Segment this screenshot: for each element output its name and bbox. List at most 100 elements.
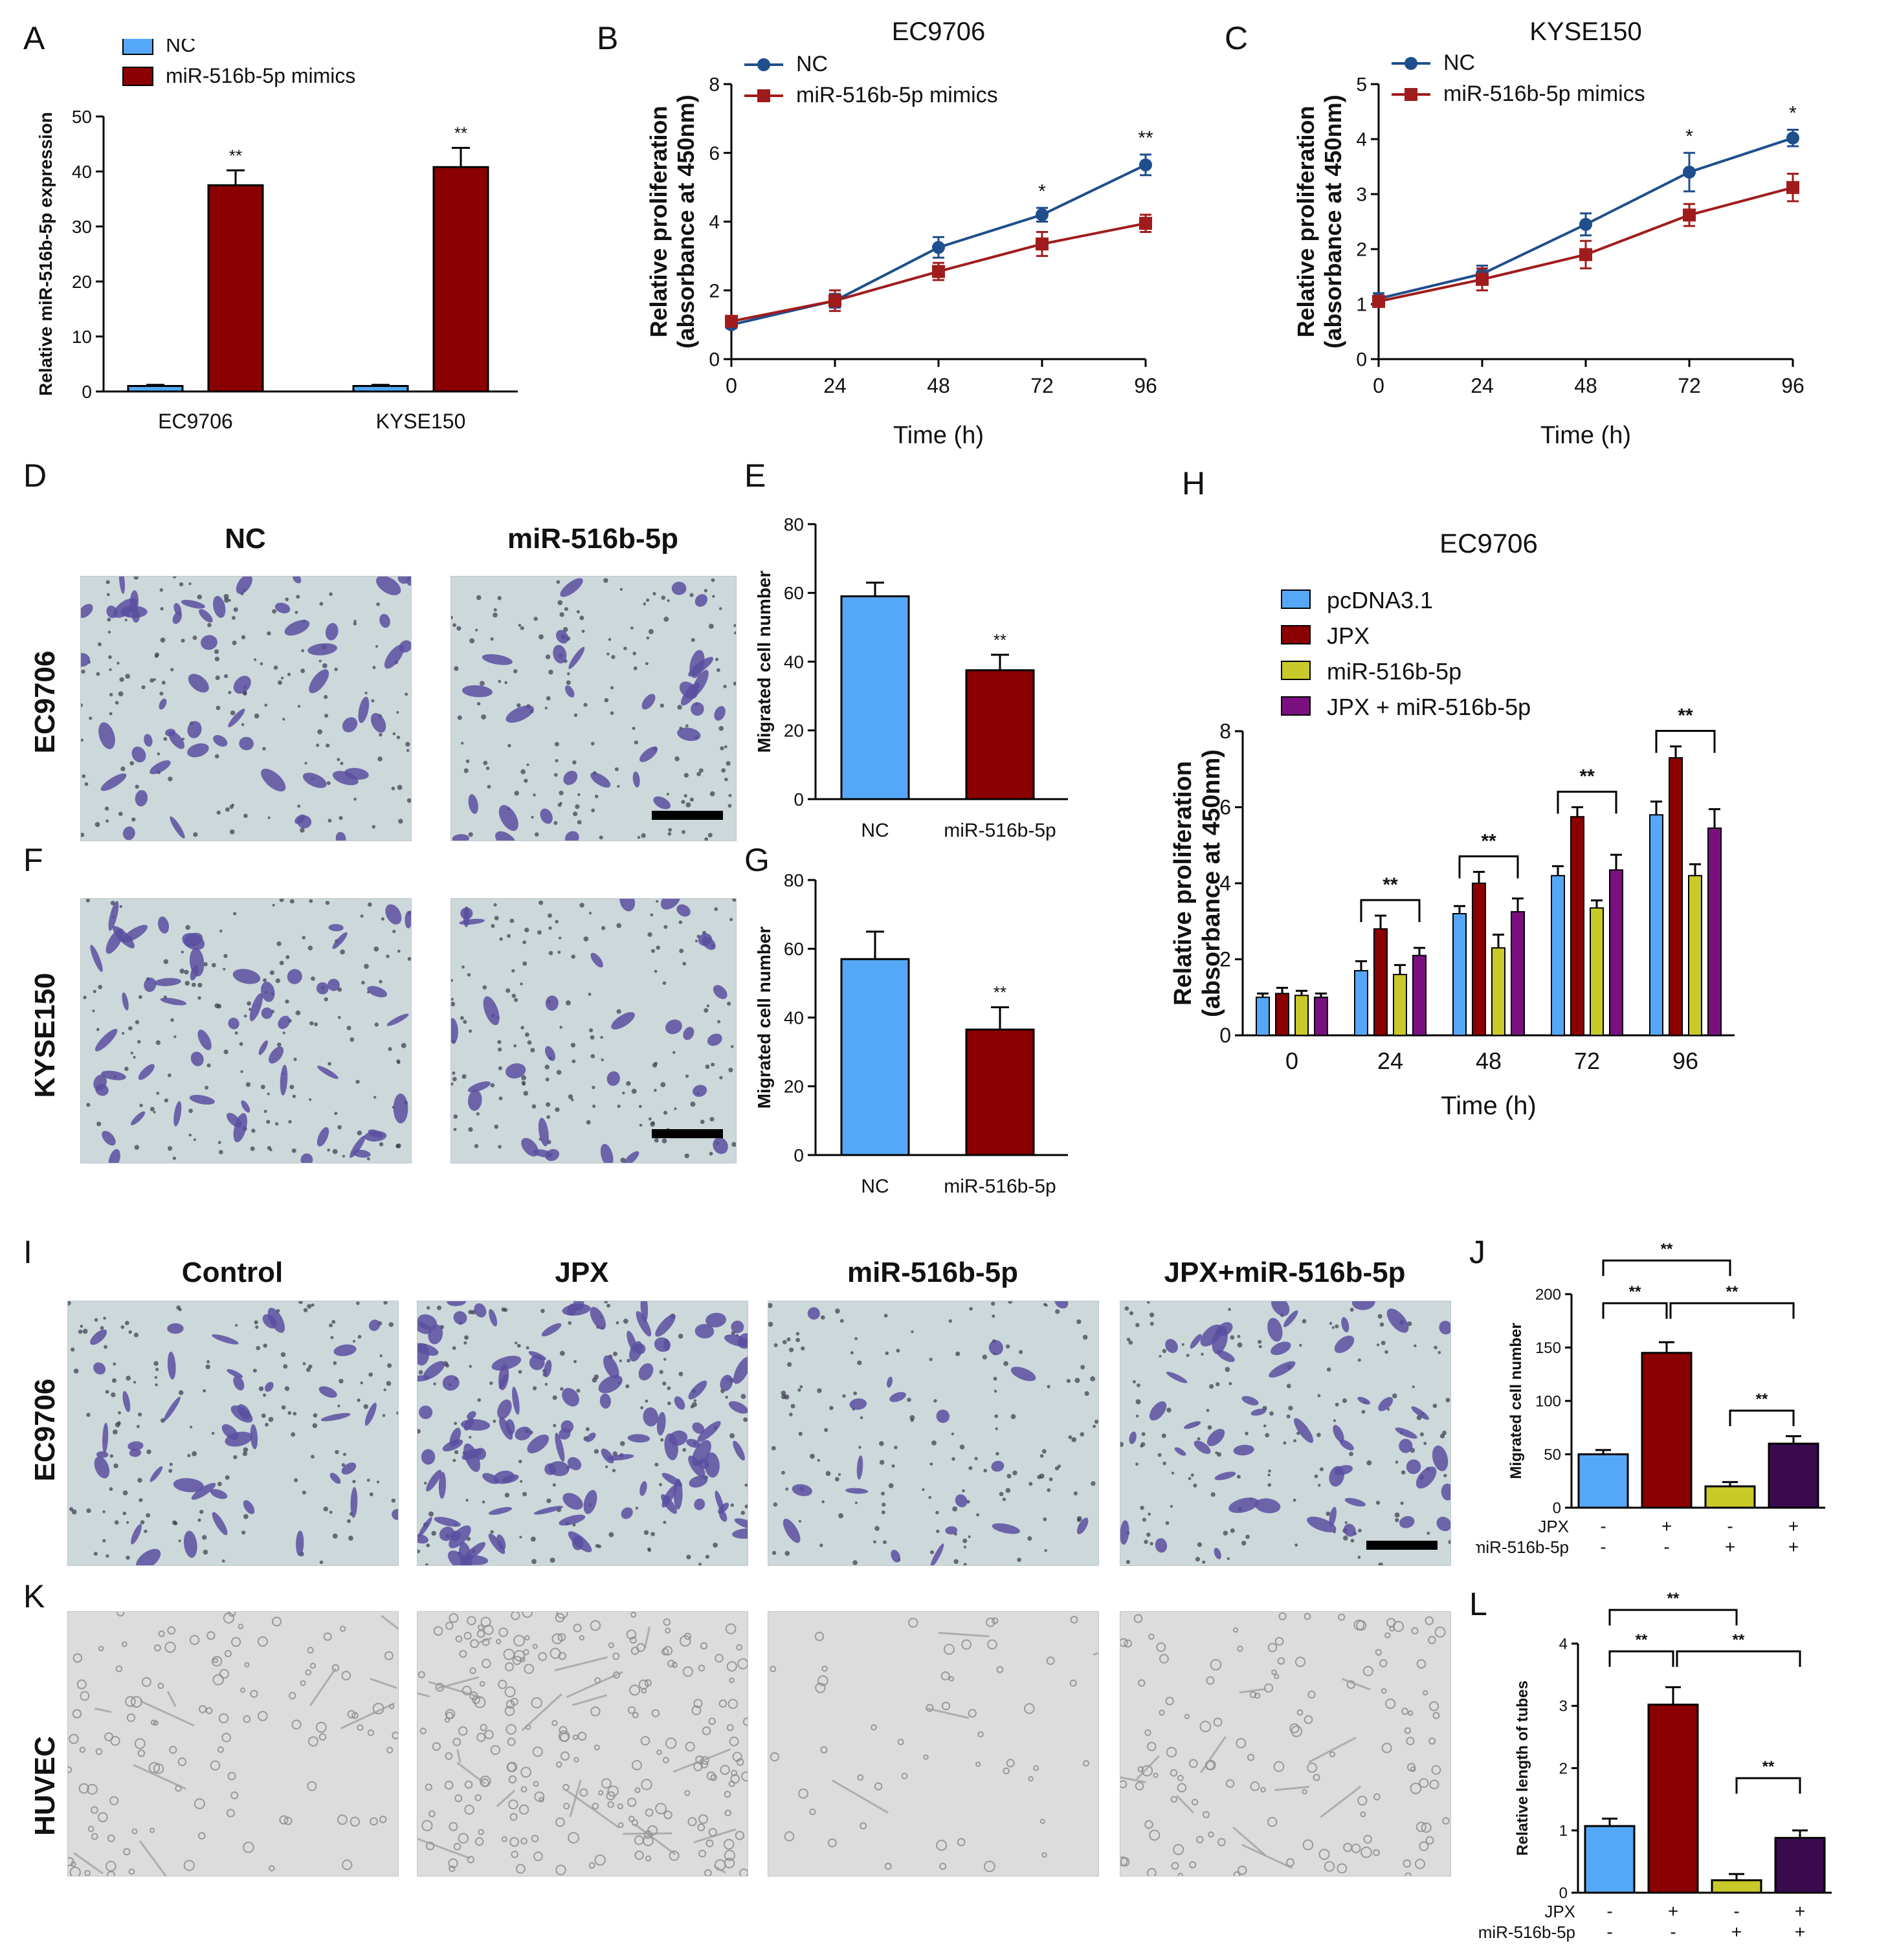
pore-dot: [291, 1148, 296, 1153]
pore-dot: [333, 1361, 337, 1365]
pore-dot: [1230, 1528, 1235, 1534]
pore-dot: [546, 1498, 551, 1504]
pore-dot: [992, 1314, 995, 1318]
y-tick-label: 6: [1219, 796, 1231, 819]
migrated-cell: [694, 1498, 705, 1510]
pore-dot: [386, 954, 390, 958]
y-tick-label: 0: [1219, 1024, 1231, 1047]
endothelial-cell: [323, 1632, 332, 1641]
pore-dot: [530, 1536, 536, 1542]
pore-dot: [511, 993, 516, 998]
endothelial-cell: [1188, 1759, 1198, 1768]
migrated-cell: [1206, 1429, 1225, 1446]
endothelial-cell: [507, 1737, 516, 1746]
significance-mark: **: [1481, 830, 1496, 852]
endothelial-cell: [80, 1691, 90, 1701]
pore-dot: [854, 1501, 858, 1504]
migrated-cell: [376, 577, 401, 595]
pore-dot: [501, 1307, 506, 1312]
pore-dot: [883, 1540, 887, 1545]
endothelial-cell: [1137, 1766, 1144, 1772]
pore-dot: [1228, 1308, 1231, 1311]
pore-dot: [663, 1358, 667, 1361]
pore-dot: [1027, 1536, 1032, 1541]
pore-dot: [215, 675, 220, 681]
pore-dot: [834, 1477, 839, 1482]
bar-mir-516b-5p-48: [1491, 947, 1505, 1036]
pore-dot: [730, 1503, 735, 1507]
endothelial-cell: [1263, 1683, 1274, 1693]
endothelial-cell: [588, 1862, 595, 1869]
y-tick-label: 0: [709, 349, 720, 371]
pore-dot: [1230, 1335, 1235, 1340]
migrated-cell: [713, 1137, 728, 1154]
pore-dot: [634, 740, 638, 745]
pore-dot: [1414, 1344, 1417, 1348]
migrated-cell: [385, 904, 402, 925]
migrated-cell: [891, 1550, 900, 1563]
endothelial-cell: [770, 1752, 779, 1762]
y-axis-label: Migrated cell number: [1507, 1323, 1525, 1479]
significance-mark: *: [1789, 103, 1797, 124]
pore-dot: [335, 1449, 339, 1455]
pore-dot: [684, 1153, 689, 1158]
pore-dot: [1349, 1307, 1354, 1312]
endothelial-cell: [458, 1726, 468, 1736]
endothelial-cell: [449, 1822, 458, 1831]
bar-pcdna3-1-72: [1551, 875, 1565, 1036]
pore-dot: [504, 681, 507, 685]
pore-dot: [667, 1401, 671, 1405]
row-value: -: [1670, 1922, 1676, 1942]
micrograph-bg: [768, 1301, 1098, 1565]
migrated-cell: [988, 1340, 1003, 1356]
migrated-cell: [447, 1301, 467, 1306]
endothelial-cell: [1148, 1633, 1155, 1640]
endothelial-cell: [79, 1746, 86, 1753]
pore-dot: [322, 663, 328, 668]
pore-dot: [1047, 1385, 1050, 1389]
pore-dot: [1120, 1442, 1124, 1448]
pore-dot: [465, 1499, 469, 1502]
migrated-cell: [190, 948, 205, 976]
pore-dot: [337, 1125, 342, 1130]
pore-dot: [287, 672, 291, 676]
migrated-cell: [1344, 1497, 1366, 1507]
migrated-cell: [138, 1064, 155, 1080]
endothelial-cell: [691, 1705, 702, 1715]
endothelial-cell: [1023, 1703, 1035, 1714]
endothelial-cell: [644, 1679, 652, 1687]
pore-dot: [379, 1142, 384, 1147]
endothelial-cell: [1401, 1708, 1409, 1715]
migrated-cell: [497, 1399, 512, 1420]
tube-segment: [672, 1748, 731, 1773]
x-tick-label: 48: [1574, 374, 1597, 397]
pore-dot: [357, 1130, 362, 1136]
endothelial-cell: [1381, 1688, 1387, 1694]
endothelial-cell: [141, 1677, 151, 1687]
endothelial-cell: [1271, 1669, 1277, 1675]
endothelial-cell: [1428, 1737, 1436, 1745]
significance-bracket: [1557, 791, 1617, 814]
pore-dot: [453, 1114, 458, 1119]
pore-dot: [881, 1492, 885, 1496]
migrated-cell: [122, 992, 129, 1011]
migrated-cell: [258, 1040, 268, 1055]
migrated-cell: [1174, 1447, 1186, 1456]
pore-dot: [269, 970, 274, 975]
pore-dot: [86, 1103, 91, 1107]
migrated-cell: [563, 771, 578, 786]
row-label-huvec: HUVEC: [29, 1735, 61, 1836]
bar-group-3: [1711, 1879, 1762, 1894]
pore-dot: [557, 951, 561, 954]
endothelial-cell: [996, 1666, 1004, 1673]
pore-dot: [594, 1449, 599, 1454]
migrated-cell: [95, 1084, 109, 1096]
panel-label-e: E: [744, 457, 766, 494]
pore-dot: [304, 762, 307, 765]
y-tick-label: 2: [1219, 948, 1231, 971]
endothelial-cell: [555, 1817, 565, 1827]
endothelial-cell: [735, 1831, 745, 1840]
pore-dot: [586, 1119, 591, 1125]
pore-dot: [113, 1463, 118, 1469]
